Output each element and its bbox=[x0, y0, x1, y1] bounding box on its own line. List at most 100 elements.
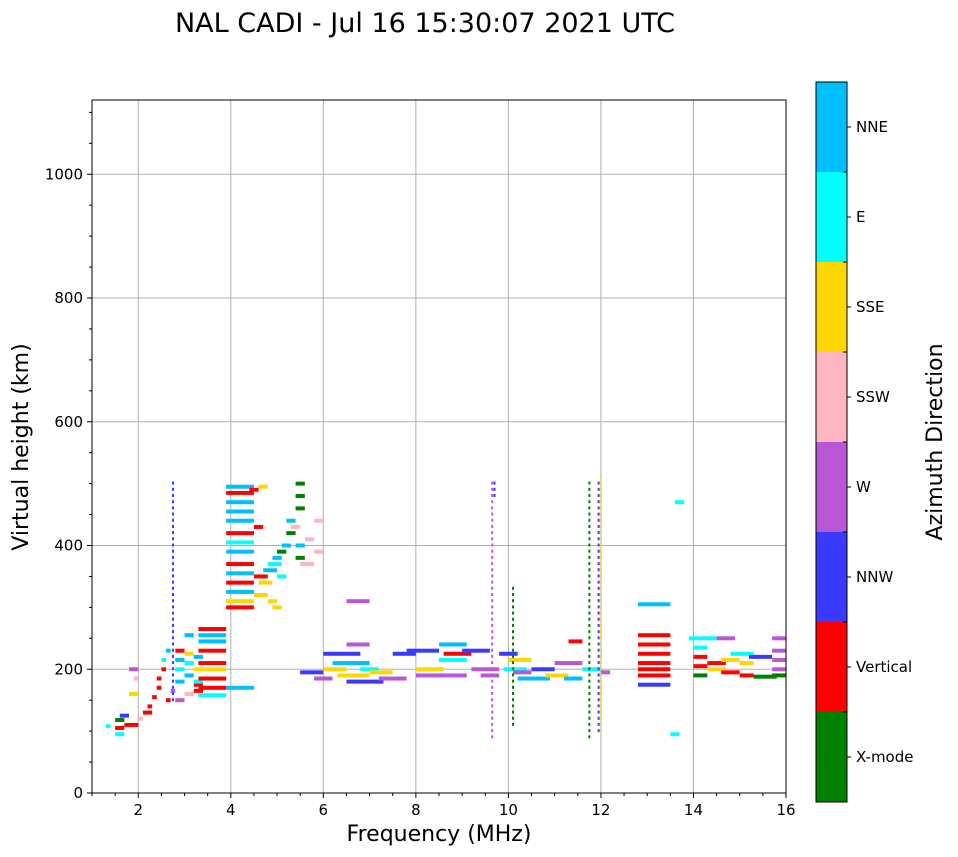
x-axis-label: Frequency (MHz) bbox=[347, 822, 532, 847]
echo-segment bbox=[286, 518, 296, 523]
echo-dash bbox=[597, 685, 600, 689]
echo-segment bbox=[175, 657, 185, 662]
x-tick-label: 16 bbox=[776, 801, 795, 819]
echo-segment bbox=[637, 642, 671, 647]
echo-dash bbox=[491, 487, 494, 491]
echo-segment bbox=[480, 673, 500, 678]
echo-dash bbox=[588, 685, 591, 689]
echo-dash bbox=[171, 549, 174, 553]
echo-dash bbox=[599, 543, 602, 547]
colorbar-frame bbox=[815, 81, 848, 803]
echo-dash bbox=[171, 494, 174, 497]
echo-segment bbox=[193, 688, 204, 693]
echo-segment bbox=[392, 651, 416, 656]
echo-dash bbox=[512, 611, 515, 615]
echo-dash bbox=[588, 599, 591, 603]
echo-segment bbox=[193, 682, 204, 687]
echo-dash bbox=[512, 599, 515, 603]
echo-dash bbox=[597, 537, 600, 541]
echo-segment bbox=[772, 657, 786, 662]
echo-dash bbox=[597, 574, 600, 578]
echo-dash bbox=[171, 636, 174, 640]
echo-segment bbox=[226, 531, 254, 536]
echo-dash bbox=[599, 698, 602, 702]
echo-segment bbox=[115, 732, 125, 737]
echo-dash bbox=[597, 524, 600, 528]
x-tick-label: 2 bbox=[133, 801, 143, 819]
echo-segment bbox=[258, 580, 273, 585]
echo-segment bbox=[346, 599, 370, 604]
y-tick-label: 800 bbox=[54, 289, 83, 307]
echo-dash bbox=[491, 648, 494, 652]
echo-dash bbox=[588, 574, 591, 578]
echo-segment bbox=[184, 661, 194, 666]
echo-dash bbox=[597, 648, 600, 652]
echo-segment bbox=[693, 654, 708, 659]
echo-dash bbox=[588, 716, 591, 720]
echo-segment bbox=[249, 487, 259, 492]
echo-dash bbox=[491, 630, 494, 634]
echo-segment bbox=[637, 682, 671, 687]
echo-dash bbox=[588, 512, 591, 516]
echo-dash bbox=[491, 636, 494, 640]
echo-dash bbox=[599, 617, 602, 621]
echo-segment bbox=[568, 639, 583, 644]
echo-dash bbox=[491, 679, 494, 683]
echo-dash bbox=[599, 605, 602, 609]
echo-dash bbox=[599, 685, 602, 689]
echo-segment bbox=[175, 648, 185, 653]
echo-dash bbox=[597, 549, 600, 553]
echo-dash bbox=[597, 512, 600, 516]
echo-dash bbox=[597, 611, 600, 615]
echo-segment bbox=[300, 670, 324, 675]
colorbar-segment bbox=[816, 82, 847, 172]
echo-dash bbox=[599, 729, 602, 733]
echo-dash bbox=[512, 617, 515, 621]
echo-dash bbox=[597, 667, 600, 671]
echo-dash bbox=[491, 617, 494, 621]
echo-dash bbox=[599, 593, 602, 596]
echo-segment bbox=[772, 636, 786, 641]
echo-dash bbox=[588, 543, 591, 547]
echo-dash bbox=[599, 537, 602, 541]
echo-segment bbox=[674, 500, 685, 505]
echo-segment bbox=[124, 722, 139, 727]
echo-dash bbox=[171, 580, 174, 584]
echo-segment bbox=[378, 676, 407, 681]
echo-segment bbox=[443, 651, 472, 656]
echo-dash bbox=[597, 555, 600, 559]
echo-segment bbox=[753, 674, 777, 679]
echo-dash bbox=[171, 531, 174, 535]
echo-dash bbox=[588, 692, 591, 695]
echo-dash bbox=[491, 481, 494, 485]
echo-segment bbox=[193, 679, 204, 684]
echo-dash bbox=[512, 642, 515, 646]
echo-dash bbox=[597, 642, 600, 646]
echo-segment bbox=[161, 667, 167, 672]
echo-dash bbox=[491, 611, 494, 615]
echo-segment bbox=[716, 636, 736, 641]
echo-dash bbox=[491, 623, 494, 627]
echo-dash bbox=[588, 648, 591, 652]
echo-segment bbox=[517, 676, 551, 681]
echo-segment bbox=[193, 654, 204, 659]
echo-segment bbox=[772, 673, 786, 678]
echo-dash bbox=[597, 562, 600, 566]
echo-segment bbox=[198, 661, 227, 666]
echo-dash bbox=[171, 543, 174, 547]
echo-dash bbox=[599, 555, 602, 559]
echo-dash bbox=[597, 599, 600, 603]
echo-segment bbox=[693, 645, 708, 650]
echo-dash bbox=[491, 537, 494, 541]
echo-segment bbox=[226, 484, 254, 489]
echo-dash bbox=[588, 661, 591, 665]
echo-dash bbox=[491, 692, 494, 695]
echo-dash bbox=[491, 722, 494, 726]
echo-segment bbox=[272, 605, 282, 610]
echo-segment bbox=[253, 593, 268, 597]
echo-dash bbox=[491, 494, 494, 497]
echo-segment bbox=[637, 602, 671, 607]
echo-segment bbox=[314, 549, 324, 554]
echo-dash bbox=[588, 506, 591, 510]
echo-segment bbox=[170, 688, 176, 693]
